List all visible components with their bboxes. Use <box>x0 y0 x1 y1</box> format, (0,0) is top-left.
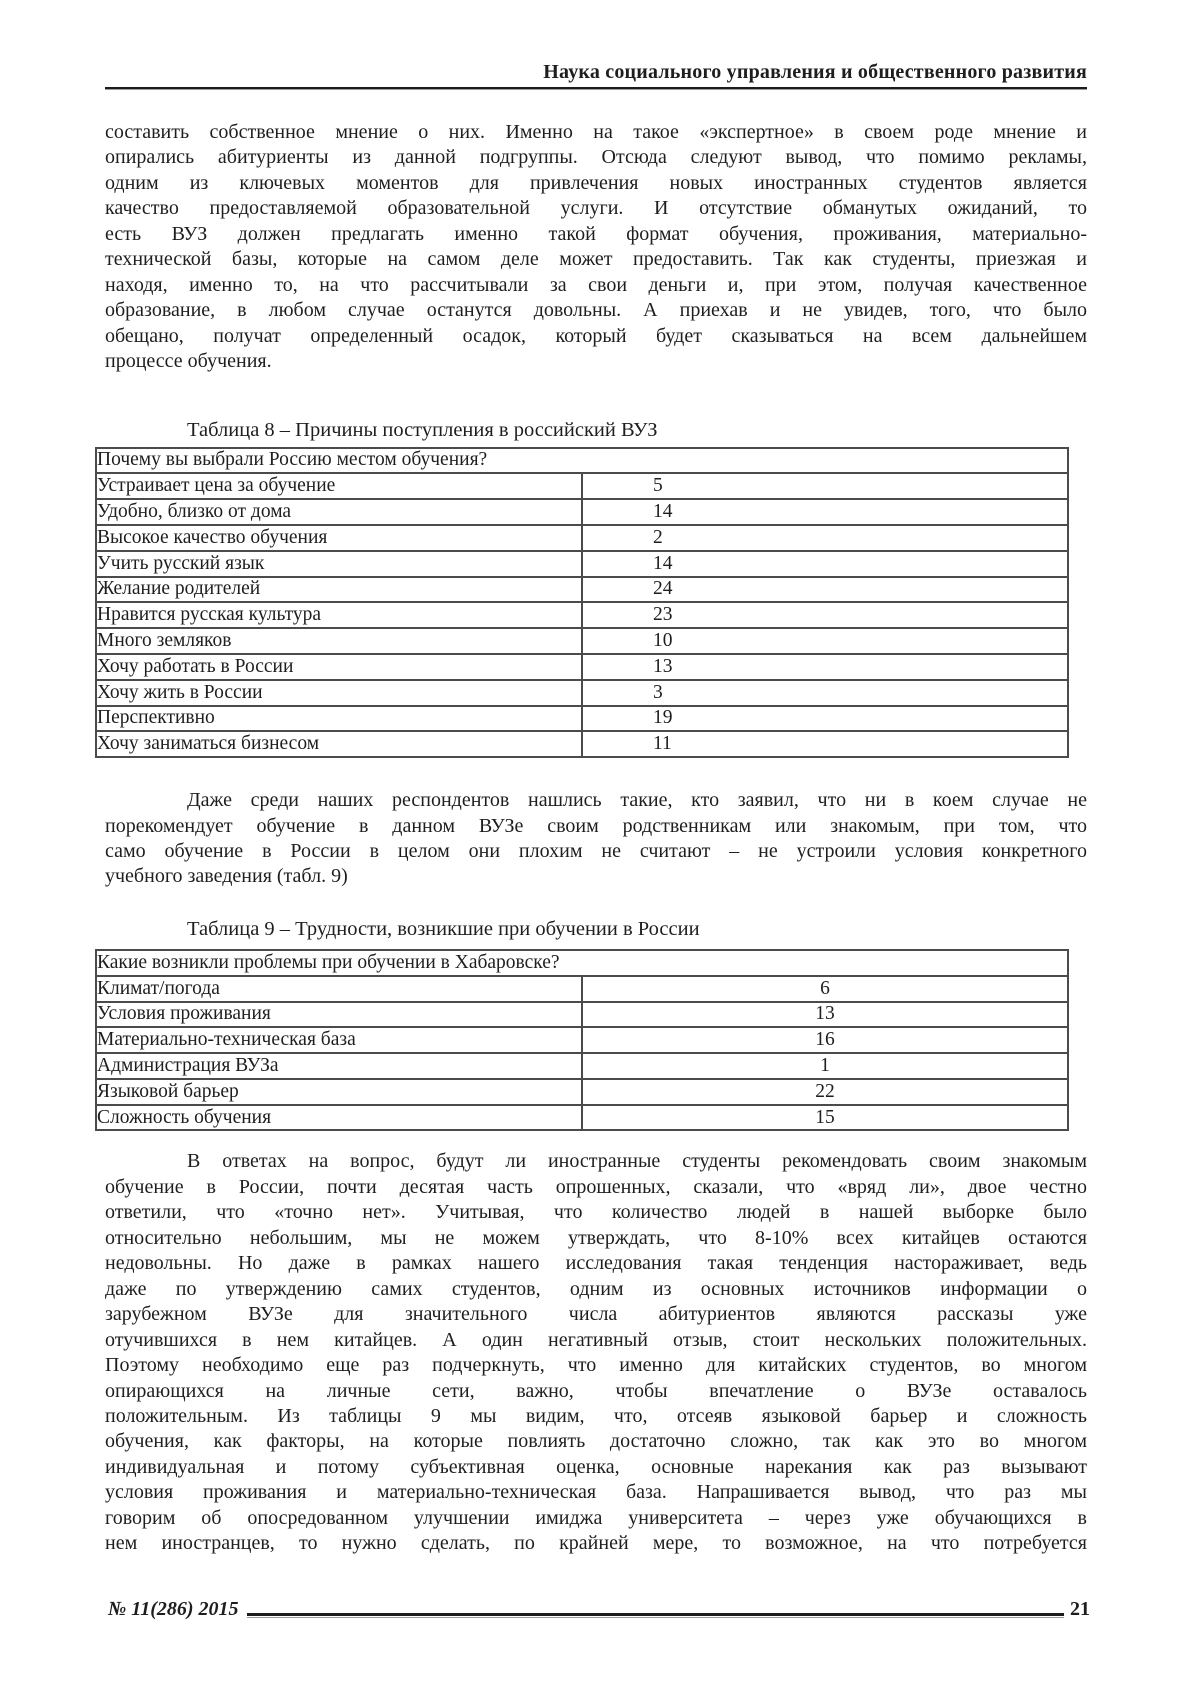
table-row: Желание родителей 24 <box>95 575 1069 604</box>
table-row: Высокое качество обучения 2 <box>95 523 1069 552</box>
table8-caption: Таблица 8 – Причины поступления в россий… <box>187 418 658 441</box>
paragraph-line: Даже среди наших респондентов нашлись та… <box>187 789 1087 812</box>
table-question-header: Почему вы выбрали Россию местом обучения… <box>95 446 1069 475</box>
table-row: Нравится русская культура 23 <box>95 601 1069 630</box>
paragraph-line: одним из ключевых моментов для привлечен… <box>105 171 1087 194</box>
paragraph-line: условия проживания и материально-техниче… <box>105 1481 1087 1504</box>
paragraph-line: находя, именно то, на что рассчитывали з… <box>105 273 1087 296</box>
page-number: 21 <box>1070 1598 1090 1620</box>
table-cell-label: Хочу заниматься бизнесом <box>95 730 583 759</box>
table-row: Материально-техническая база 16 <box>95 1026 1069 1055</box>
paragraph-line: порекомендует обучение в данном ВУЗе сво… <box>105 814 1087 837</box>
table-cell-value: 13 <box>581 652 1069 681</box>
paragraph-line: технической базы, которые на самом деле … <box>105 248 1087 271</box>
table-row: Администрация ВУЗа 1 <box>95 1052 1069 1080</box>
table-cell-value: 15 <box>581 1103 1069 1132</box>
table-cell-label: Климат/погода <box>95 974 583 1003</box>
table-cell-label: Хочу работать в России <box>95 652 583 681</box>
paragraph-intro: составить собственное мнение о них. Имен… <box>105 120 1087 375</box>
table-reasons-for-enrollment: Почему вы выбрали Россию местом обучения… <box>95 446 1069 759</box>
table-cell-value: 14 <box>581 498 1069 526</box>
page-header: Наука социального управления и обществен… <box>105 60 1087 90</box>
table-row: Устраивает цена за обучение 5 <box>95 472 1069 501</box>
table-row: Климат/погода 6 <box>95 974 1069 1003</box>
table-cell-value: 16 <box>581 1026 1069 1055</box>
paragraph-line: само обучение в России в целом они плохи… <box>105 840 1087 862</box>
table-cell-label: Удобно, близко от дома <box>95 498 583 526</box>
table-question-row: Какие возникли проблемы при обучении в Х… <box>95 948 1069 977</box>
footer-rule <box>246 1613 1064 1618</box>
table-cell-label: Материально-техническая база <box>95 1026 583 1055</box>
journal-section-title: Наука социального управления и обществен… <box>543 61 1087 83</box>
page-footer: № 11(286) 2015 21 <box>108 1598 1090 1621</box>
paragraph-between-tables: Даже среди наших респондентов нашлись та… <box>105 788 1087 890</box>
table-cell-label: Желание родителей <box>95 575 583 604</box>
table-question-row: Почему вы выбрали Россию местом обучения… <box>95 446 1069 475</box>
table-row: Сложность обучения 15 <box>95 1103 1069 1132</box>
paragraph-line: нем иностранцев, то нужно сделать, по кр… <box>105 1532 1087 1555</box>
table-row: Удобно, близко от дома 14 <box>95 498 1069 526</box>
issue-number: № 11(286) 2015 <box>108 1598 239 1620</box>
table9-caption: Таблица 9 – Трудности, возникшие при обу… <box>187 917 700 940</box>
paragraph-line: опирались абитуриенты из данной подгрупп… <box>105 146 1087 169</box>
table-cell-value: 11 <box>581 730 1069 759</box>
paragraph-line: обещано, получат определенный осадок, ко… <box>105 324 1087 347</box>
paragraph-line: учебного заведения (табл. 9) <box>105 865 348 888</box>
table-cell-label: Учить русский язык <box>95 549 583 578</box>
table-difficulties: Какие возникли проблемы при обучении в Х… <box>95 948 1069 1132</box>
table-cell-value: 24 <box>581 575 1069 604</box>
table-row: Языковой барьер 22 <box>95 1077 1069 1106</box>
paragraph-line: относительно небольшим, мы не можем утве… <box>105 1226 1087 1249</box>
paragraph-line: недовольны. Но даже в рамках нашего иссл… <box>105 1252 1087 1275</box>
paragraph-line: образование, в любом случае останутся до… <box>105 299 1087 322</box>
table-row: Учить русский язык 14 <box>95 549 1069 578</box>
table-cell-value: 19 <box>581 704 1069 733</box>
table-cell-value: 6 <box>581 974 1069 1003</box>
paragraph-line: зарубежном ВУЗе для значительного числа … <box>105 1303 1087 1326</box>
paragraph-line: говорим об опосредованном улучшении имид… <box>105 1506 1087 1529</box>
table-row: Условия проживания 13 <box>95 1000 1069 1029</box>
table-cell-value: 3 <box>581 678 1069 707</box>
paragraph-line: составить собственное мнение о них. Имен… <box>105 121 1087 143</box>
table-cell-value: 10 <box>581 627 1069 655</box>
table-cell-value: 23 <box>581 601 1069 630</box>
table-row: Перспективно 19 <box>95 704 1069 733</box>
paragraph-line: качество предоставляемой образовательной… <box>105 197 1087 220</box>
table-cell-label: Высокое качество обучения <box>95 523 583 552</box>
paragraph-line: процессе обучения. <box>105 350 272 373</box>
table-cell-label: Хочу жить в России <box>95 678 583 707</box>
paragraph-line: отучившихся в нем китайцев. А один негат… <box>105 1328 1087 1351</box>
table-row: Хочу заниматься бизнесом 11 <box>95 730 1069 759</box>
paragraph-line: даже по утверждению самих студентов, одн… <box>105 1277 1087 1300</box>
paragraph-line: обучение в России, почти десятая часть о… <box>105 1175 1087 1198</box>
table-cell-label: Устраивает цена за обучение <box>95 472 583 501</box>
paragraph-line: положительным. Из таблицы 9 мы видим, чт… <box>105 1405 1087 1428</box>
table-cell-value: 14 <box>581 549 1069 578</box>
paragraph-line: есть ВУЗ должен предлагать именно такой … <box>105 222 1087 245</box>
table-cell-value: 22 <box>581 1077 1069 1106</box>
table-cell-label: Перспективно <box>95 704 583 733</box>
table-cell-value: 5 <box>581 472 1069 501</box>
table-cell-value: 13 <box>581 1000 1069 1029</box>
paragraph-line: опирающихся на личные сети, важно, чтобы… <box>105 1379 1087 1402</box>
paragraph-conclusion: В ответах на вопрос, будут ли иностранны… <box>105 1149 1087 1556</box>
table-cell-label: Нравится русская культура <box>95 601 583 630</box>
table-cell-value: 2 <box>581 523 1069 552</box>
table-row: Хочу работать в России 13 <box>95 652 1069 681</box>
paragraph-line: обучения, как факторы, на которые повлия… <box>105 1430 1087 1453</box>
table-cell-label: Много земляков <box>95 627 583 655</box>
table-cell-label: Администрация ВУЗа <box>95 1052 583 1080</box>
paragraph-line: В ответах на вопрос, будут ли иностранны… <box>187 1150 1087 1173</box>
table-cell-value: 1 <box>581 1052 1069 1080</box>
table-question-header: Какие возникли проблемы при обучении в Х… <box>95 948 1069 977</box>
table-row: Много земляков 10 <box>95 627 1069 655</box>
paragraph-line: индивидуальная и потому субъективная оце… <box>105 1455 1087 1478</box>
table-cell-label: Сложность обучения <box>95 1103 583 1132</box>
table-cell-label: Условия проживания <box>95 1000 583 1029</box>
paragraph-line: Поэтому необходимо еще раз подчеркнуть, … <box>105 1354 1087 1377</box>
table-row: Хочу жить в России 3 <box>95 678 1069 707</box>
paragraph-line: ответили, что «точно нет». Учитывая, что… <box>105 1201 1087 1224</box>
table-cell-label: Языковой барьер <box>95 1077 583 1106</box>
